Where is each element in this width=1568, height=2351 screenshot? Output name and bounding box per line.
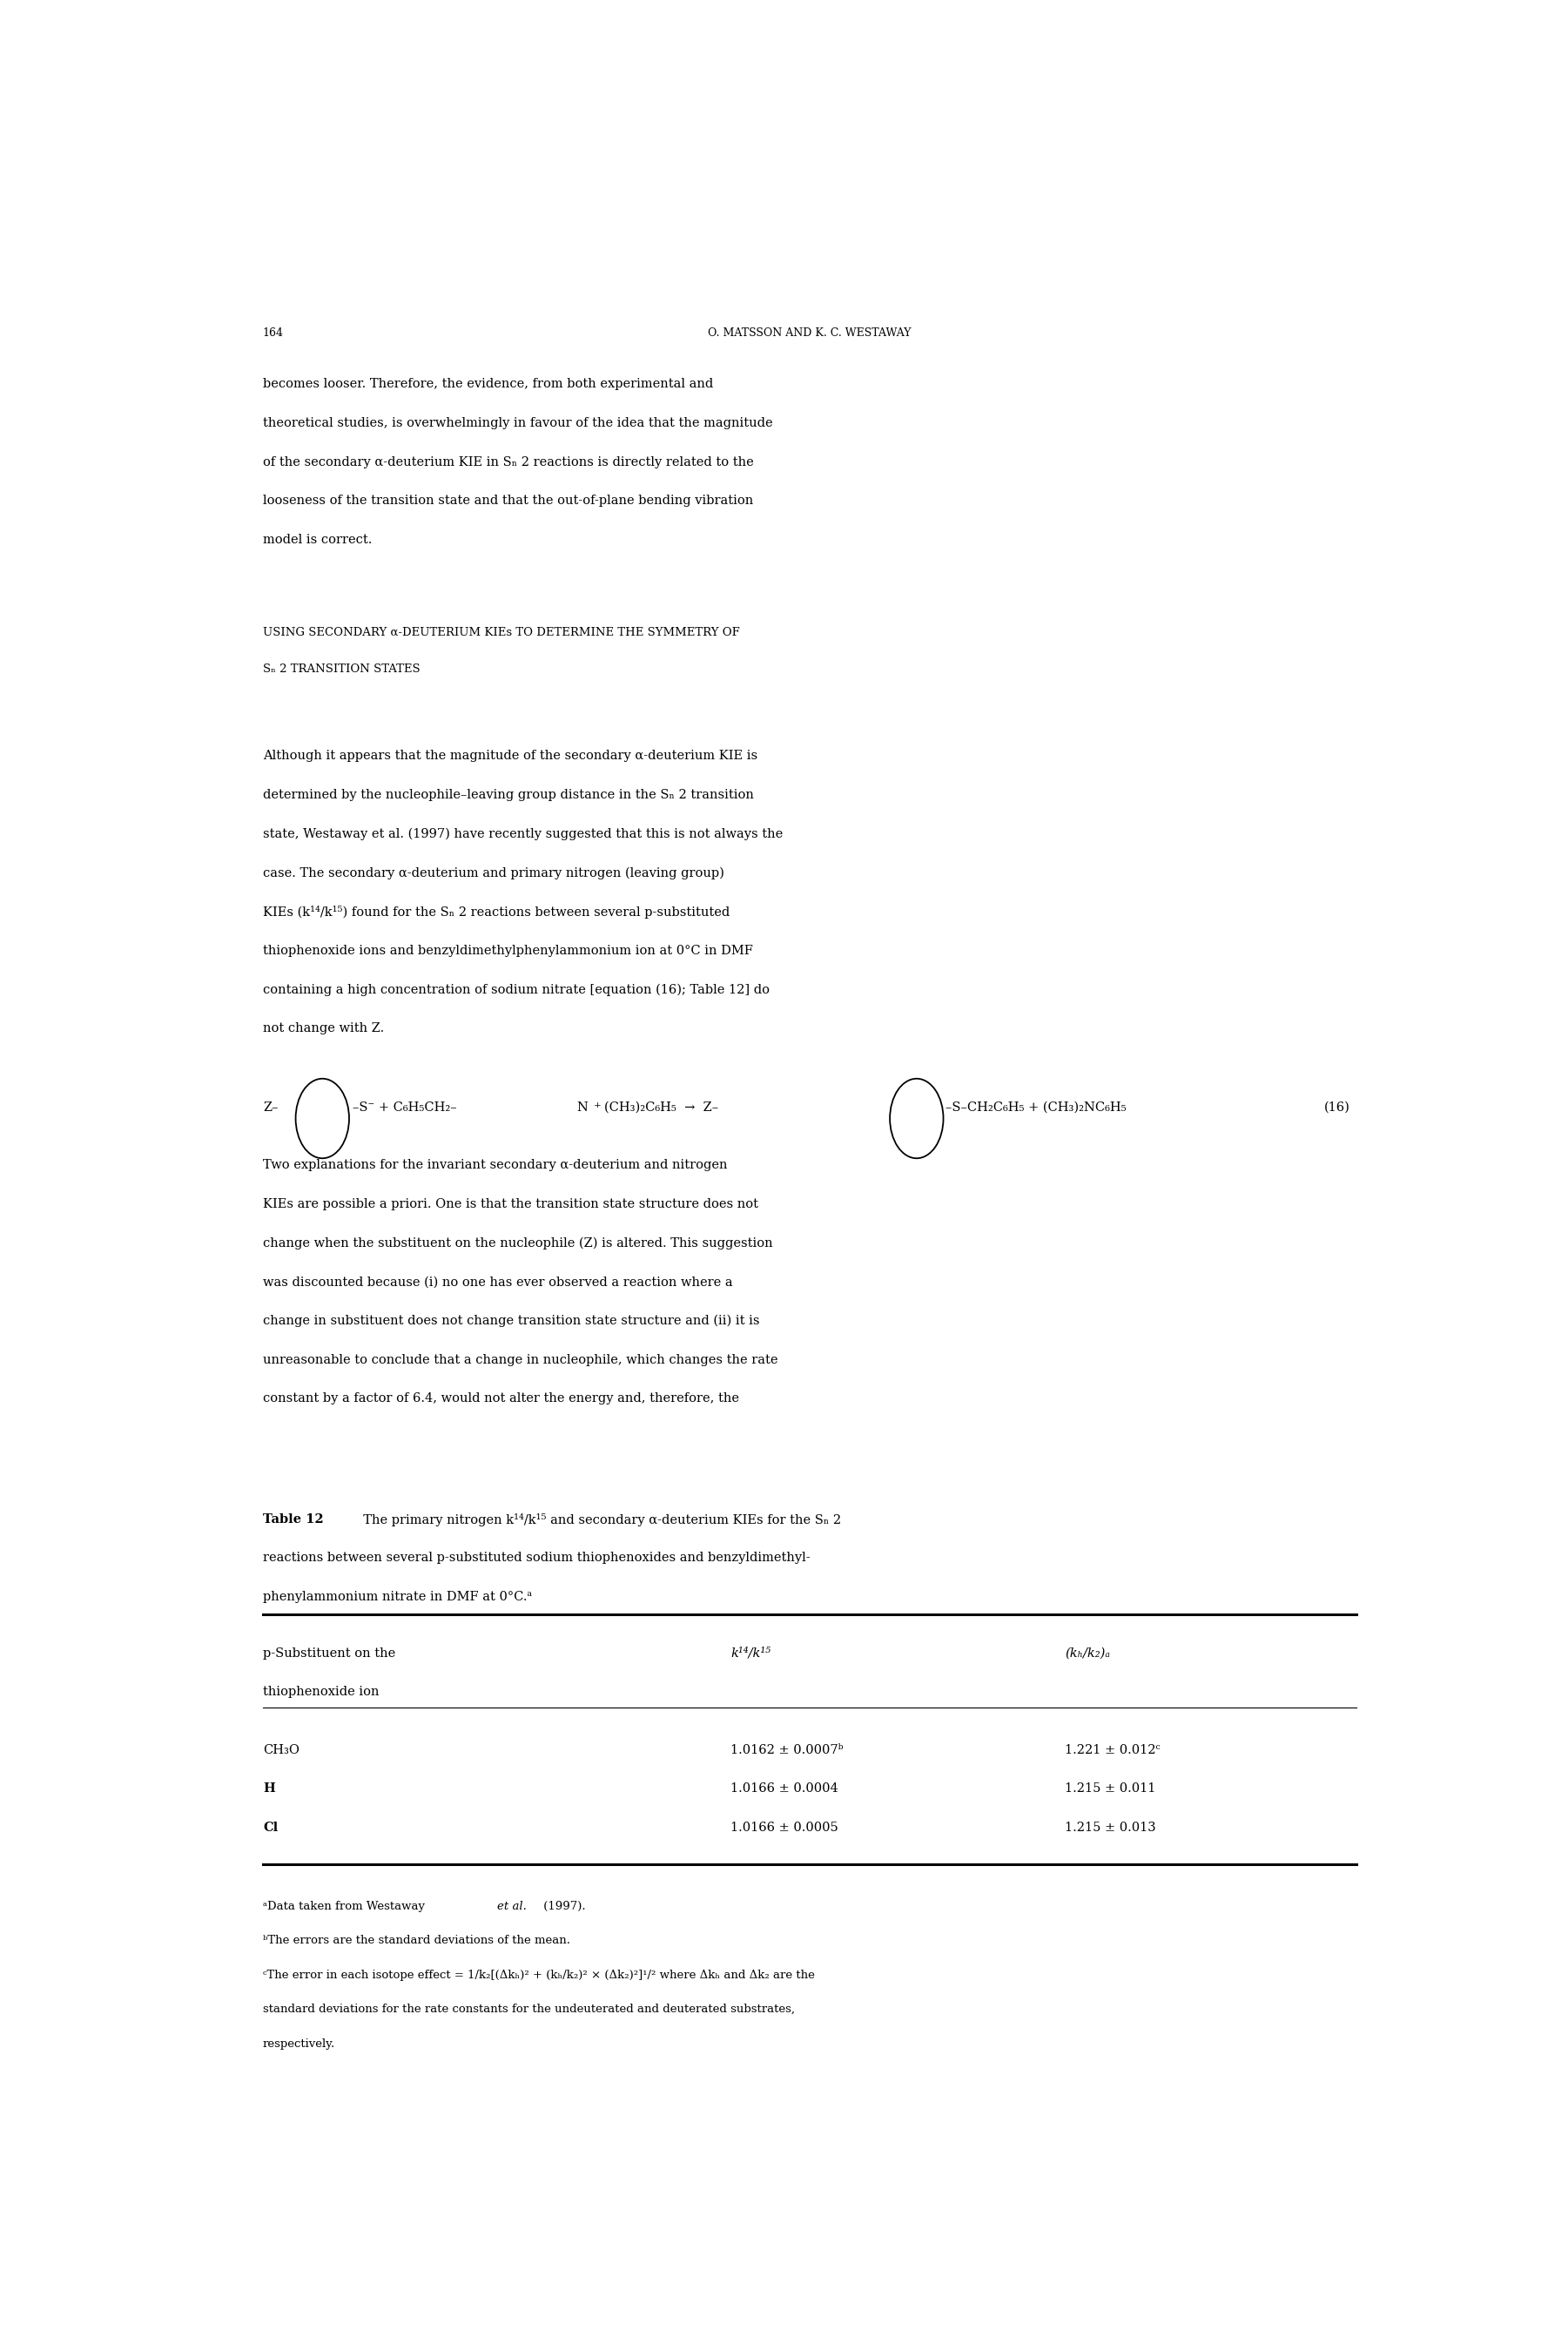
Text: (1997).: (1997). bbox=[539, 1900, 586, 1911]
Text: phenylammonium nitrate in DMF at 0°C.ᵃ: phenylammonium nitrate in DMF at 0°C.ᵃ bbox=[263, 1592, 532, 1603]
Text: model is correct.: model is correct. bbox=[263, 534, 372, 545]
Text: constant by a factor of 6.4, would not alter the energy and, therefore, the: constant by a factor of 6.4, would not a… bbox=[263, 1392, 739, 1406]
Text: change when the substituent on the nucleophile (Z) is altered. This suggestion: change when the substituent on the nucle… bbox=[263, 1237, 773, 1251]
Text: +: + bbox=[593, 1100, 601, 1110]
Text: containing a high concentration of sodium nitrate [equation (16); Table 12] do: containing a high concentration of sodiu… bbox=[263, 983, 770, 997]
Text: thiophenoxide ions and benzyldimethylphenylammonium ion at 0°C in DMF: thiophenoxide ions and benzyldimethylphe… bbox=[263, 945, 753, 957]
Text: O. MATSSON AND K. C. WESTAWAY: O. MATSSON AND K. C. WESTAWAY bbox=[709, 327, 911, 339]
Text: 1.215 ± 0.013: 1.215 ± 0.013 bbox=[1065, 1822, 1156, 1834]
Text: ᶜThe error in each isotope effect = 1/k₂[(Δkₕ)² + (kₕ/k₂)² × (Δk₂)²]¹/² where Δk: ᶜThe error in each isotope effect = 1/k₂… bbox=[263, 1970, 815, 1980]
Text: reactions between several p-substituted sodium thiophenoxides and benzyldimethyl: reactions between several p-substituted … bbox=[263, 1552, 811, 1563]
Text: thiophenoxide ion: thiophenoxide ion bbox=[263, 1686, 379, 1697]
Text: respectively.: respectively. bbox=[263, 2038, 336, 2050]
Text: Cl: Cl bbox=[263, 1822, 278, 1834]
Text: 164: 164 bbox=[263, 327, 284, 339]
Text: 1.215 ± 0.011: 1.215 ± 0.011 bbox=[1065, 1782, 1156, 1796]
Text: determined by the nucleophile–leaving group distance in the Sₙ 2 transition: determined by the nucleophile–leaving gr… bbox=[263, 790, 754, 802]
Text: case. The secondary α-deuterium and primary nitrogen (leaving group): case. The secondary α-deuterium and prim… bbox=[263, 868, 724, 879]
Text: not change with Z.: not change with Z. bbox=[263, 1023, 384, 1034]
Text: 1.221 ± 0.012ᶜ: 1.221 ± 0.012ᶜ bbox=[1065, 1744, 1160, 1756]
Text: CH₃O: CH₃O bbox=[263, 1744, 299, 1756]
Text: p-Substituent on the: p-Substituent on the bbox=[263, 1648, 395, 1660]
Text: 1.0162 ± 0.0007ᵇ: 1.0162 ± 0.0007ᵇ bbox=[731, 1744, 844, 1756]
Text: N: N bbox=[577, 1100, 588, 1114]
Text: H: H bbox=[263, 1782, 274, 1796]
Text: et al.: et al. bbox=[497, 1900, 527, 1911]
Text: k¹⁴/k¹⁵: k¹⁴/k¹⁵ bbox=[731, 1648, 771, 1660]
Text: USING SECONDARY α-DEUTERIUM KIEs TO DETERMINE THE SYMMETRY OF: USING SECONDARY α-DEUTERIUM KIEs TO DETE… bbox=[263, 628, 740, 637]
Text: unreasonable to conclude that a change in nucleophile, which changes the rate: unreasonable to conclude that a change i… bbox=[263, 1354, 778, 1366]
Text: becomes looser. Therefore, the evidence, from both experimental and: becomes looser. Therefore, the evidence,… bbox=[263, 379, 713, 390]
Text: 1.0166 ± 0.0004: 1.0166 ± 0.0004 bbox=[731, 1782, 839, 1796]
Text: Two explanations for the invariant secondary α-deuterium and nitrogen: Two explanations for the invariant secon… bbox=[263, 1159, 728, 1171]
Text: The primary nitrogen k¹⁴/k¹⁵ and secondary α-deuterium KIEs for the Sₙ 2: The primary nitrogen k¹⁴/k¹⁵ and seconda… bbox=[356, 1514, 840, 1526]
Text: (16): (16) bbox=[1325, 1100, 1350, 1114]
Text: of the secondary α-deuterium KIE in Sₙ 2 reactions is directly related to the: of the secondary α-deuterium KIE in Sₙ 2… bbox=[263, 456, 754, 468]
Text: Table 12: Table 12 bbox=[263, 1514, 323, 1526]
Text: Z–: Z– bbox=[263, 1100, 278, 1114]
Text: KIEs are possible a priori. One is that the transition state structure does not: KIEs are possible a priori. One is that … bbox=[263, 1199, 759, 1211]
Text: Although it appears that the magnitude of the secondary α-deuterium KIE is: Although it appears that the magnitude o… bbox=[263, 750, 757, 762]
Text: (kₕ/k₂)ₐ: (kₕ/k₂)ₐ bbox=[1065, 1648, 1110, 1660]
Text: KIEs (k¹⁴/k¹⁵) found for the Sₙ 2 reactions between several p-substituted: KIEs (k¹⁴/k¹⁵) found for the Sₙ 2 reacti… bbox=[263, 905, 729, 919]
Text: was discounted because (i) no one has ever observed a reaction where a: was discounted because (i) no one has ev… bbox=[263, 1277, 732, 1288]
Text: (CH₃)₂C₆H₅  →  Z–: (CH₃)₂C₆H₅ → Z– bbox=[604, 1100, 718, 1114]
Text: Sₙ 2 TRANSITION STATES: Sₙ 2 TRANSITION STATES bbox=[263, 663, 420, 675]
Text: ᵃData taken from Westaway: ᵃData taken from Westaway bbox=[263, 1900, 428, 1911]
Text: theoretical studies, is overwhelmingly in favour of the idea that the magnitude: theoretical studies, is overwhelmingly i… bbox=[263, 416, 773, 430]
Text: –S–CH₂C₆H₅ + (CH₃)₂NC₆H₅: –S–CH₂C₆H₅ + (CH₃)₂NC₆H₅ bbox=[946, 1100, 1126, 1114]
Text: standard deviations for the rate constants for the undeuterated and deuterated s: standard deviations for the rate constan… bbox=[263, 2003, 795, 2015]
Text: ᵇThe errors are the standard deviations of the mean.: ᵇThe errors are the standard deviations … bbox=[263, 1935, 571, 1947]
Text: looseness of the transition state and that the out-of-plane bending vibration: looseness of the transition state and th… bbox=[263, 494, 753, 508]
Text: state, Westaway et al. (1997) have recently suggested that this is not always th: state, Westaway et al. (1997) have recen… bbox=[263, 828, 782, 839]
Text: change in substituent does not change transition state structure and (ii) it is: change in substituent does not change tr… bbox=[263, 1314, 759, 1328]
Text: 1.0166 ± 0.0005: 1.0166 ± 0.0005 bbox=[731, 1822, 839, 1834]
Text: –S⁻ + C₆H₅CH₂–: –S⁻ + C₆H₅CH₂– bbox=[353, 1100, 456, 1114]
